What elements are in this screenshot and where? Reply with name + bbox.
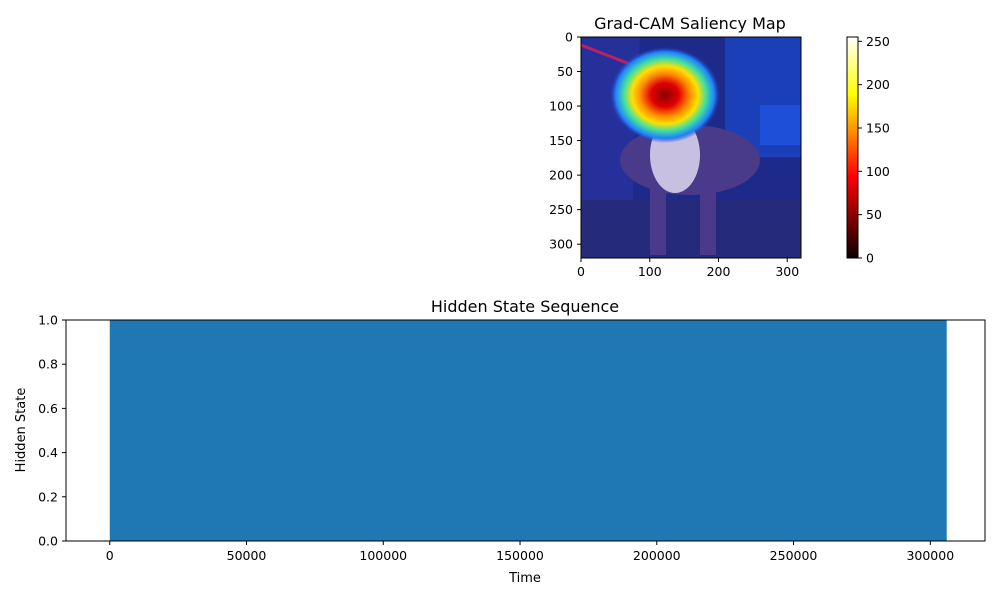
saliency-image <box>581 37 801 258</box>
hidden-state-x-tick-label: 100000 <box>359 548 407 563</box>
saliency-title: Grad-CAM Saliency Map <box>594 14 786 33</box>
saliency-x-tick-label: 0 <box>577 264 585 279</box>
saliency-x-tick-label: 300 <box>775 264 799 279</box>
saliency-y-ticks: 0 50 100 150 200 250 300 <box>549 30 581 252</box>
saliency-y-tick-label: 0 <box>565 30 573 45</box>
colorbar-tick-label: 200 <box>866 77 890 92</box>
hidden-state-y-tick-label: 0.6 <box>38 401 58 416</box>
hidden-state-y-tick-label: 0.4 <box>38 445 58 460</box>
colorbar-tick-label: 50 <box>866 207 882 222</box>
hidden-state-y-tick-label: 0.0 <box>38 534 58 549</box>
saliency-y-tick-label: 150 <box>549 133 573 148</box>
hidden-state-y-tick-label: 1.0 <box>38 313 58 328</box>
colorbar-tick-label: 150 <box>866 121 890 136</box>
hidden-state-series <box>109 320 947 541</box>
colorbar: 0 50 100 150 200 250 <box>846 34 890 266</box>
saliency-x-ticks: 0 100 200 300 <box>577 258 799 279</box>
saliency-x-tick-label: 100 <box>638 264 662 279</box>
hidden-state-x-ticks: 0 50000 100000 150000 200000 250000 300000 <box>106 541 954 563</box>
colorbar-tick-label: 100 <box>866 164 890 179</box>
hidden-state-ylabel: Hidden State <box>14 388 29 473</box>
colorbar-gradient <box>846 36 859 259</box>
colorbar-tick-label: 250 <box>866 34 890 49</box>
saliency-y-tick-label: 100 <box>549 99 573 114</box>
hidden-state-x-tick-label: 0 <box>106 548 114 563</box>
saliency-x-tick-label: 200 <box>707 264 731 279</box>
saliency-y-tick-label: 300 <box>549 237 573 252</box>
hidden-state-x-tick-label: 250000 <box>770 548 818 563</box>
hidden-state-y-ticks: 0.0 0.2 0.4 0.6 0.8 1.0 <box>38 313 66 549</box>
hidden-state-y-tick-label: 0.8 <box>38 357 58 372</box>
saliency-map: 0 50 100 150 200 250 300 0 100 200 300 Grad-CAM S… <box>549 14 802 279</box>
saliency-y-tick-label: 50 <box>557 64 573 79</box>
hidden-state-x-tick-label: 50000 <box>227 548 267 563</box>
saliency-y-tick-label: 250 <box>549 202 573 217</box>
hidden-state-frame <box>65 319 986 542</box>
colorbar-ticks: 0 50 100 150 200 250 <box>858 34 890 266</box>
saliency-y-tick-label: 200 <box>549 168 573 183</box>
hidden-state-y-tick-label: 0.2 <box>38 489 58 504</box>
hidden-state-x-tick-label: 150000 <box>496 548 544 563</box>
hidden-state-xlabel: Time <box>508 571 541 586</box>
hidden-state-x-tick-label: 200000 <box>633 548 681 563</box>
hidden-state-chart: 0 50000 100000 150000 200000 250000 300000 0.0… <box>14 297 986 586</box>
hidden-state-title: Hidden State Sequence <box>431 297 619 316</box>
hidden-state-block <box>109 320 947 541</box>
colorbar-tick-label: 0 <box>866 251 874 266</box>
hidden-state-x-tick-label: 300000 <box>906 548 954 563</box>
